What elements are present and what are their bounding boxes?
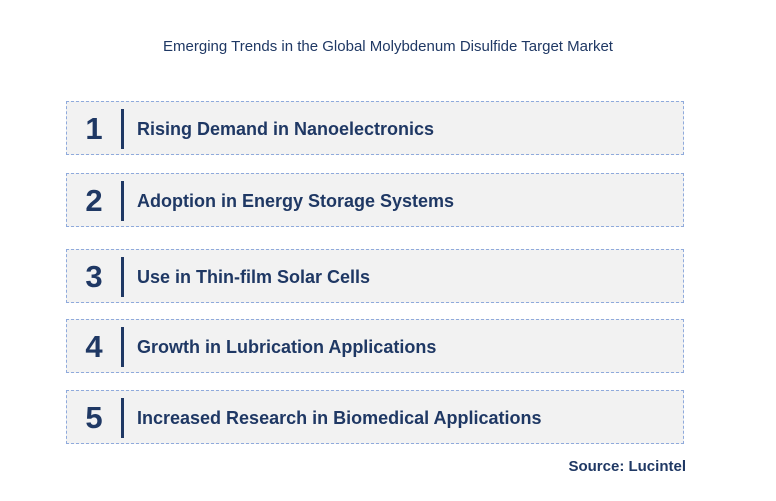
separator-bar bbox=[121, 257, 124, 297]
trend-label: Increased Research in Biomedical Applica… bbox=[137, 408, 542, 428]
trend-item-3: 3 Use in Thin-film Solar Cells bbox=[66, 249, 684, 303]
separator-bar bbox=[121, 109, 124, 149]
trend-label: Growth in Lubrication Applications bbox=[137, 337, 437, 357]
trend-number: 5 bbox=[85, 400, 103, 435]
source-note: Source: Lucintel bbox=[568, 458, 686, 475]
trend-item-4: 4 Growth in Lubrication Applications bbox=[66, 319, 684, 373]
trend-number: 4 bbox=[85, 329, 103, 364]
trend-label: Use in Thin-film Solar Cells bbox=[137, 267, 371, 287]
separator-bar bbox=[121, 327, 124, 367]
separator-bar bbox=[121, 398, 124, 438]
trend-item-5: 5 Increased Research in Biomedical Appli… bbox=[66, 390, 684, 444]
trend-number: 2 bbox=[85, 183, 103, 218]
trend-number: 3 bbox=[85, 259, 103, 294]
trend-item-2: 2 Adoption in Energy Storage Systems bbox=[66, 173, 684, 227]
trend-label: Rising Demand in Nanoelectronics bbox=[137, 119, 435, 139]
trend-number: 1 bbox=[85, 111, 103, 146]
trend-label: Adoption in Energy Storage Systems bbox=[137, 191, 455, 211]
trend-item-1: 1 Rising Demand in Nanoelectronics bbox=[66, 101, 684, 155]
diagram-title: Emerging Trends in the Global Molybdenum… bbox=[163, 38, 613, 55]
separator-bar bbox=[121, 181, 124, 221]
